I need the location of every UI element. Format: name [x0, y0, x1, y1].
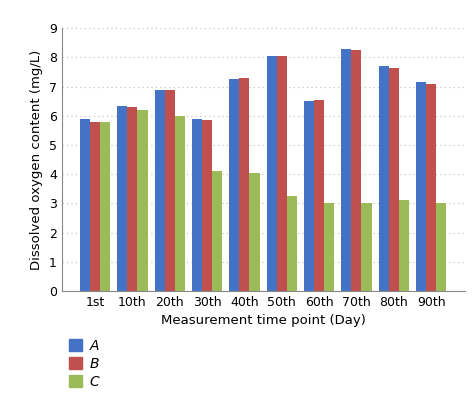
Bar — [314, 100, 324, 291]
Bar — [212, 171, 222, 291]
Bar — [90, 122, 100, 291]
Bar — [202, 120, 212, 291]
Bar — [175, 116, 185, 291]
Bar — [100, 122, 110, 291]
Bar — [229, 79, 239, 291]
Y-axis label: Dissolved oxygen content (mg/L): Dissolved oxygen content (mg/L) — [30, 49, 43, 270]
Legend: $\it{A}$, $\it{B}$, $\it{C}$: $\it{A}$, $\it{B}$, $\it{C}$ — [69, 339, 101, 389]
Bar — [436, 203, 446, 291]
Bar — [416, 82, 426, 291]
Bar — [324, 203, 334, 291]
Bar — [287, 196, 297, 291]
X-axis label: Measurement time point (Day): Measurement time point (Day) — [161, 314, 365, 327]
Bar — [362, 203, 372, 291]
Bar — [164, 90, 175, 291]
Bar — [304, 101, 314, 291]
Bar — [351, 50, 362, 291]
Bar — [192, 119, 202, 291]
Bar — [249, 173, 260, 291]
Bar — [341, 49, 351, 291]
Bar — [399, 200, 409, 291]
Bar — [379, 66, 389, 291]
Bar — [426, 84, 436, 291]
Bar — [266, 56, 277, 291]
Bar — [239, 78, 249, 291]
Bar — [128, 107, 137, 291]
Bar — [117, 105, 128, 291]
Bar — [137, 110, 147, 291]
Bar — [277, 56, 287, 291]
Bar — [155, 90, 164, 291]
Bar — [389, 67, 399, 291]
Bar — [80, 119, 90, 291]
